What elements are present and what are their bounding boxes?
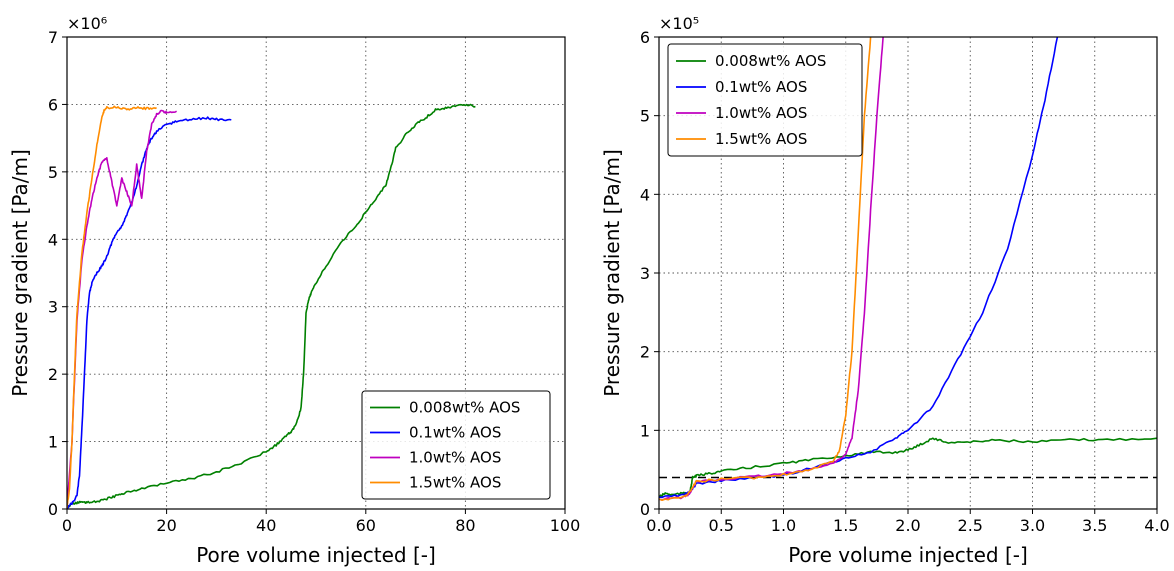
series-line-4 <box>659 37 872 501</box>
y-tick-label: 0 <box>48 500 58 519</box>
y-tick-label: 5 <box>48 163 58 182</box>
axes-frame <box>66 36 566 510</box>
chart-panel-2: 0.0 0.5 1.0 1.5 2.0 2.5 3.0 3.5 4.0 0 1 2 3 4 5 6 ×10⁵ Po… <box>600 14 1170 567</box>
series-group <box>67 103 476 509</box>
legend-frame <box>667 43 863 157</box>
x-tick-label: 0.5 <box>709 516 734 535</box>
x-tick-label: 80 <box>455 516 475 535</box>
y-multiplier-label: ×10⁵ <box>659 14 699 33</box>
x-axis-label: Pore volume injected [-] <box>196 543 436 567</box>
legend-entry: 0.008wt% AOS <box>715 52 826 70</box>
y-tick-label: 3 <box>640 264 650 283</box>
y-tick-label: 4 <box>48 230 58 249</box>
legend-entry: 1.0wt% AOS <box>715 104 807 122</box>
x-tick-label: 3.0 <box>1020 516 1045 535</box>
x-tick-label: 3.5 <box>1082 516 1107 535</box>
legend: 0.008wt% AOS 0.1wt% AOS 1.0wt% AOS 1.5wt% A… <box>667 43 863 157</box>
series-group <box>659 37 1157 501</box>
y-tick-label: 7 <box>48 28 58 47</box>
legend-frame <box>361 390 551 500</box>
y-tick-label: 2 <box>640 343 650 362</box>
x-tick-label: 100 <box>550 516 581 535</box>
legend-entry: 0.008wt% AOS <box>409 399 520 417</box>
chart-panel-1: 0 20 40 60 80 100 0 1 2 3 4 5 6 7 ×10⁶ Pore volume inje… <box>8 14 580 567</box>
legend-entry: 0.1wt% AOS <box>715 78 807 96</box>
y-tick-label: 0 <box>640 500 650 519</box>
series-line-4 <box>67 105 157 509</box>
y-tick-label: 1 <box>640 421 650 440</box>
x-tick-label: 60 <box>356 516 376 535</box>
y-axis-label: Pressure gradient [Pa/m] <box>600 149 624 397</box>
y-tick-label: 5 <box>640 107 650 126</box>
y-tick-label: 6 <box>48 95 58 114</box>
legend-entry: 1.5wt% AOS <box>409 474 501 492</box>
x-tick-label: 1.0 <box>771 516 796 535</box>
axes-frame <box>658 36 1158 510</box>
y-tick-label: 4 <box>640 185 650 204</box>
series-line-2 <box>659 37 1059 499</box>
series-line-2 <box>67 116 232 509</box>
series-line-1 <box>67 103 476 509</box>
x-tick-label: 0 <box>62 516 72 535</box>
series-line-3 <box>67 109 178 509</box>
legend-entry: 1.0wt% AOS <box>409 449 501 467</box>
y-tick-label: 2 <box>48 365 58 384</box>
y-axis-label: Pressure gradient [Pa/m] <box>8 149 32 397</box>
legend-entry: 0.1wt% AOS <box>409 424 501 442</box>
x-tick-label: 20 <box>156 516 176 535</box>
y-tick-label: 1 <box>48 433 58 452</box>
x-tick-label: 2.0 <box>895 516 920 535</box>
x-tick-label: 0.0 <box>646 516 671 535</box>
x-tick-label: 4.0 <box>1144 516 1169 535</box>
legend: 0.008wt% AOS 0.1wt% AOS 1.0wt% AOS 1.5wt% A… <box>361 390 551 500</box>
y-tick-label: 3 <box>48 298 58 317</box>
y-tick-label: 6 <box>640 28 650 47</box>
x-tick-label: 2.5 <box>958 516 983 535</box>
x-tick-label: 1.5 <box>833 516 858 535</box>
legend-entry: 1.5wt% AOS <box>715 130 807 148</box>
y-multiplier-label: ×10⁶ <box>67 14 107 33</box>
x-axis-label: Pore volume injected [-] <box>788 543 1028 567</box>
x-tick-label: 40 <box>256 516 276 535</box>
